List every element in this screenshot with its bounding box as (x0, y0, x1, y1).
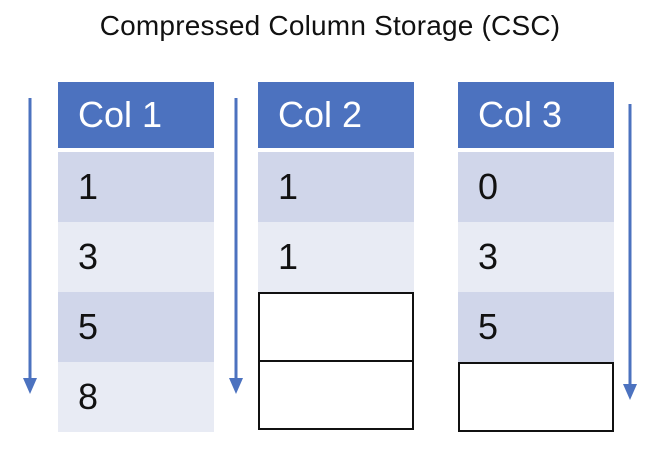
empty-cell (258, 292, 414, 362)
column-3: Col 3 0 3 5 (458, 82, 614, 432)
arrow-down-icon (23, 98, 37, 394)
column-cell: 1 (258, 222, 414, 292)
column-header: Col 1 (58, 82, 214, 148)
diagram-title: Compressed Column Storage (CSC) (99, 10, 561, 41)
column-cell: 3 (58, 222, 214, 292)
column-2: Col 2 1 1 (258, 82, 414, 430)
column-cell: 1 (258, 152, 414, 222)
column-cell: 5 (458, 292, 614, 362)
arrow-down-icon (229, 98, 243, 394)
column-cell: 3 (458, 222, 614, 292)
empty-cell (258, 360, 414, 430)
column-cell: 5 (58, 292, 214, 362)
empty-cell (458, 362, 614, 432)
column-cell: 0 (458, 152, 614, 222)
column-cell: 1 (58, 152, 214, 222)
column-1: Col 1 1 3 5 8 (58, 82, 214, 432)
column-header: Col 3 (458, 82, 614, 148)
arrow-down-icon (623, 104, 637, 400)
column-header: Col 2 (258, 82, 414, 148)
column-cell: 8 (58, 362, 214, 432)
